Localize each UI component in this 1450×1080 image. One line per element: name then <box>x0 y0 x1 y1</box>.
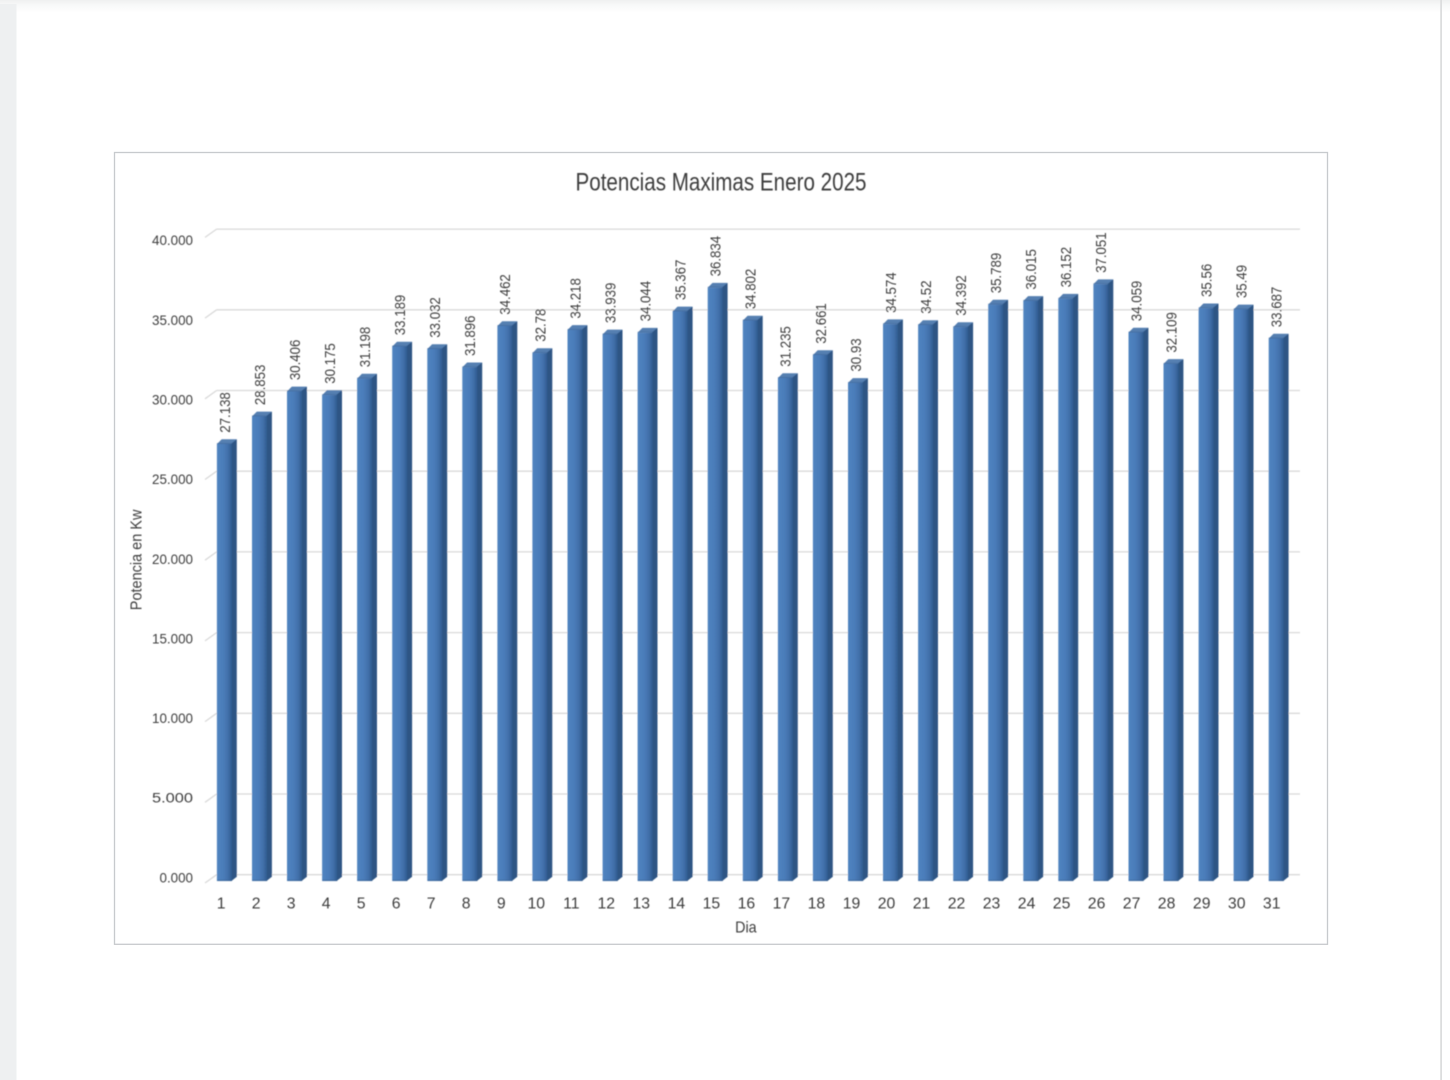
svg-text:27: 27 <box>1123 896 1141 913</box>
svg-text:32.78: 32.78 <box>532 309 549 342</box>
svg-text:31: 31 <box>1263 896 1281 913</box>
svg-text:34.462: 34.462 <box>497 274 514 315</box>
svg-text:36.015: 36.015 <box>1023 249 1040 290</box>
svg-text:28.853: 28.853 <box>252 365 269 406</box>
svg-text:26: 26 <box>1088 896 1106 913</box>
svg-text:34.059: 34.059 <box>1128 281 1145 322</box>
svg-text:5.000: 5.000 <box>152 791 193 806</box>
svg-text:30.175: 30.175 <box>322 343 339 384</box>
svg-text:1: 1 <box>217 896 226 913</box>
svg-text:35.56: 35.56 <box>1198 264 1215 297</box>
svg-text:32.661: 32.661 <box>813 303 830 344</box>
svg-text:20: 20 <box>878 896 896 913</box>
svg-text:Dia: Dia <box>735 919 757 936</box>
svg-text:33.939: 33.939 <box>602 283 619 324</box>
svg-text:34.802: 34.802 <box>743 269 760 310</box>
svg-text:17: 17 <box>773 896 791 913</box>
svg-text:35.789: 35.789 <box>988 253 1005 294</box>
svg-text:24: 24 <box>1018 896 1036 913</box>
svg-text:14: 14 <box>668 896 686 913</box>
svg-text:35.367: 35.367 <box>673 260 690 301</box>
svg-text:34.52: 34.52 <box>918 281 935 314</box>
svg-text:18: 18 <box>808 896 826 913</box>
svg-text:9: 9 <box>497 896 506 913</box>
svg-text:36.834: 36.834 <box>708 236 725 277</box>
svg-text:2: 2 <box>252 896 261 913</box>
svg-text:33.032: 33.032 <box>427 297 444 338</box>
svg-text:Potencias Maximas Enero 2025: Potencias Maximas Enero 2025 <box>576 170 867 197</box>
svg-text:19: 19 <box>843 896 861 913</box>
svg-text:7: 7 <box>427 896 436 913</box>
svg-text:25.000: 25.000 <box>152 472 193 487</box>
svg-text:31.235: 31.235 <box>778 326 795 367</box>
svg-text:28: 28 <box>1158 896 1176 913</box>
svg-text:32.109: 32.109 <box>1163 312 1180 353</box>
svg-text:23: 23 <box>983 896 1001 913</box>
svg-text:10.000: 10.000 <box>152 711 193 726</box>
svg-text:15.000: 15.000 <box>152 631 193 646</box>
svg-text:25: 25 <box>1053 896 1071 913</box>
svg-text:11: 11 <box>563 896 580 913</box>
svg-text:36.152: 36.152 <box>1058 247 1075 288</box>
svg-text:37.051: 37.051 <box>1093 232 1110 273</box>
svg-text:34.044: 34.044 <box>638 281 655 322</box>
svg-text:33.687: 33.687 <box>1269 287 1286 328</box>
svg-text:30: 30 <box>1228 896 1246 913</box>
svg-text:27.138: 27.138 <box>217 392 234 433</box>
svg-text:35.49: 35.49 <box>1234 265 1251 298</box>
svg-text:40.000: 40.000 <box>152 233 193 248</box>
svg-text:12: 12 <box>598 896 616 913</box>
svg-text:16: 16 <box>738 896 756 913</box>
svg-text:8: 8 <box>462 896 471 913</box>
svg-text:10: 10 <box>528 896 546 913</box>
svg-text:35.000: 35.000 <box>152 313 193 328</box>
svg-text:30.406: 30.406 <box>287 340 304 381</box>
svg-text:31.896: 31.896 <box>462 316 479 357</box>
svg-text:34.392: 34.392 <box>953 275 970 316</box>
svg-text:3: 3 <box>287 896 296 913</box>
svg-text:Potencia en Kw: Potencia en Kw <box>129 509 146 610</box>
svg-text:5: 5 <box>357 896 366 913</box>
svg-text:13: 13 <box>633 896 651 913</box>
svg-text:15: 15 <box>703 896 721 913</box>
svg-text:0.000: 0.000 <box>160 870 194 885</box>
svg-text:22: 22 <box>948 896 966 913</box>
svg-text:4: 4 <box>322 896 331 913</box>
svg-text:33.189: 33.189 <box>392 295 409 336</box>
svg-text:31.198: 31.198 <box>357 327 374 368</box>
svg-text:30.93: 30.93 <box>848 338 865 371</box>
svg-text:34.574: 34.574 <box>883 272 900 313</box>
svg-text:21: 21 <box>913 896 931 913</box>
svg-text:29: 29 <box>1193 896 1211 913</box>
svg-text:34.218: 34.218 <box>567 278 584 319</box>
svg-text:6: 6 <box>392 896 401 913</box>
svg-text:20.000: 20.000 <box>152 552 193 567</box>
svg-text:30.000: 30.000 <box>152 392 193 407</box>
